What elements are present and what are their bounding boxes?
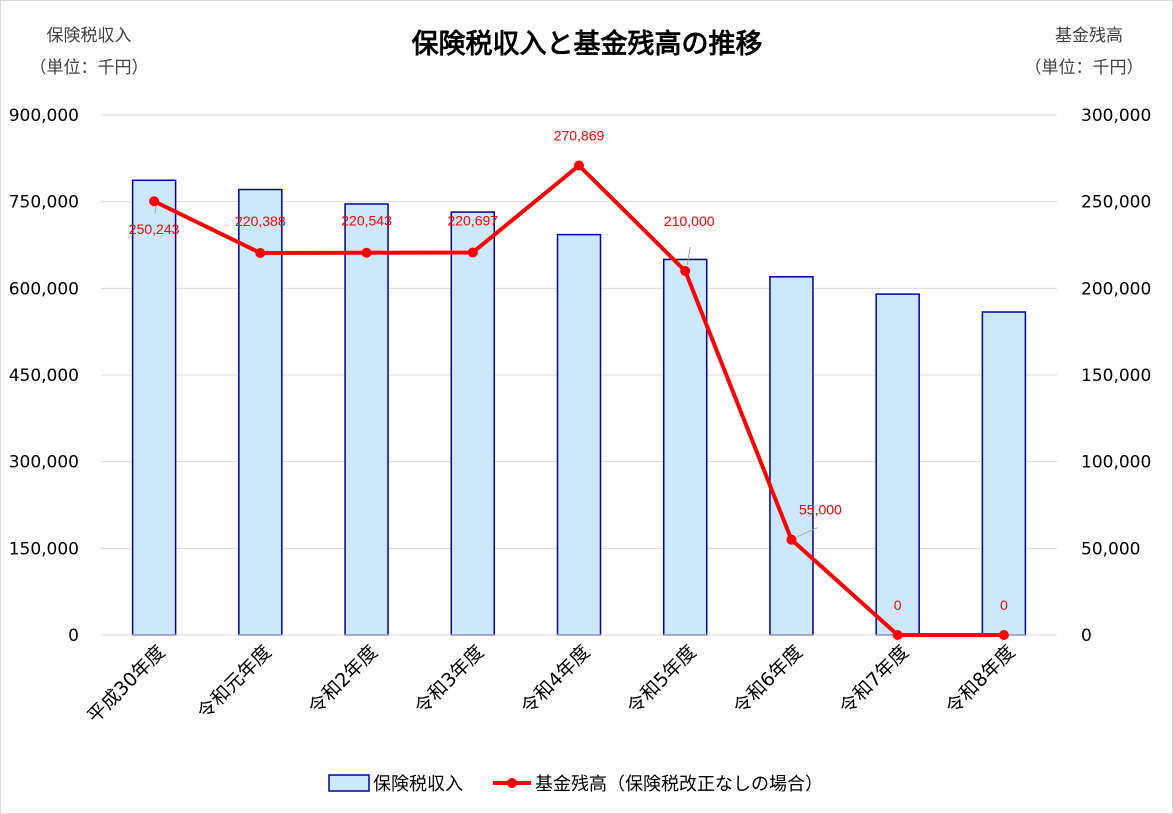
category-label: 令和4年度 [517, 641, 595, 719]
category-label: 令和元年度 [193, 641, 276, 724]
legend: 保険税収入 基金残高（保険税改正なしの場合） [328, 774, 823, 795]
category-labels: 平成30年度 令和元年度 令和2年度 令和3年度 令和4年度 令和5年度 令和6年度 令和7年… [83, 641, 1019, 727]
line-data-label: 0 [894, 597, 902, 613]
left-tick-label: 450,000 [9, 366, 79, 386]
chart-title: 保険税収入と基金残高の推移 [411, 28, 763, 60]
right-tick-label: 50,000 [1081, 539, 1140, 559]
right-tick-label: 150,000 [1081, 366, 1151, 386]
label-leader-lines [154, 205, 818, 538]
line-data-label: 250,243 [129, 221, 180, 237]
bar [131, 179, 177, 636]
right-tick-label: 100,000 [1081, 453, 1151, 473]
category-label: 令和6年度 [729, 641, 807, 719]
right-tick-label: 0 [1081, 626, 1092, 646]
right-axis-ticks: 0 50,000 100,000 150,000 200,000 250,000 300,0… [1081, 106, 1151, 646]
legend-line-marker [507, 778, 517, 788]
category-label: 令和7年度 [835, 641, 913, 719]
left-tick-label: 150,000 [9, 539, 79, 559]
right-axis-caption: 基金残高 [1055, 26, 1123, 46]
right-tick-label: 200,000 [1081, 279, 1151, 299]
left-tick-label: 600,000 [9, 279, 79, 299]
line-data-label: 0 [1000, 597, 1008, 613]
line-data-label: 210,000 [664, 213, 715, 229]
leader-line [154, 205, 157, 214]
left-tick-label: 0 [68, 626, 79, 646]
category-label: 令和5年度 [623, 641, 701, 719]
line-marker [786, 534, 797, 545]
bar [981, 311, 1027, 636]
line-marker [149, 196, 160, 207]
right-tick-label: 300,000 [1081, 106, 1151, 126]
right-tick-label: 250,000 [1081, 193, 1151, 213]
legend-line-label: 基金残高（保険税改正なしの場合） [535, 774, 823, 795]
line-data-label: 220,543 [341, 213, 392, 229]
left-tick-label: 750,000 [9, 193, 79, 213]
category-label: 令和2年度 [304, 641, 382, 719]
line-marker [998, 630, 1009, 640]
line-marker [467, 247, 478, 258]
bar [450, 211, 496, 636]
category-label: 令和3年度 [410, 641, 488, 719]
line-data-label: 220,697 [447, 212, 498, 228]
bar [556, 233, 602, 636]
category-label: 平成30年度 [83, 641, 169, 727]
line-marker [574, 160, 584, 171]
left-axis-unit: （単位：千円） [30, 58, 149, 78]
legend-bar-label: 保険税収入 [373, 774, 463, 795]
line-data-label: 55,000 [799, 502, 842, 518]
leader-line [686, 246, 691, 266]
line-marker [255, 247, 266, 258]
bar [344, 203, 389, 636]
left-axis-ticks: 0 150,000 300,000 450,000 600,000 750,000 900,… [9, 106, 79, 646]
left-tick-label: 300,000 [9, 453, 79, 473]
bar [662, 258, 708, 636]
leader-line [797, 527, 818, 538]
line-data-label: 220,388 [235, 213, 286, 229]
bar [769, 276, 814, 636]
bar-series [131, 179, 1027, 636]
left-axis-caption: 保険税収入 [47, 26, 132, 46]
line-marker [361, 247, 372, 258]
line-data-labels: 250,243 220,388 220,543 220,697 270,869 210,0… [129, 127, 1008, 613]
left-tick-label: 900,000 [9, 106, 79, 126]
right-axis-unit: （単位：千円） [1025, 58, 1144, 78]
category-label: 令和8年度 [942, 641, 1020, 719]
bar [875, 293, 920, 636]
line-marker [680, 266, 691, 276]
line-marker [892, 630, 903, 640]
legend-bar-swatch [328, 774, 370, 792]
line-data-label: 270,869 [554, 127, 605, 143]
line-series [149, 160, 1009, 640]
